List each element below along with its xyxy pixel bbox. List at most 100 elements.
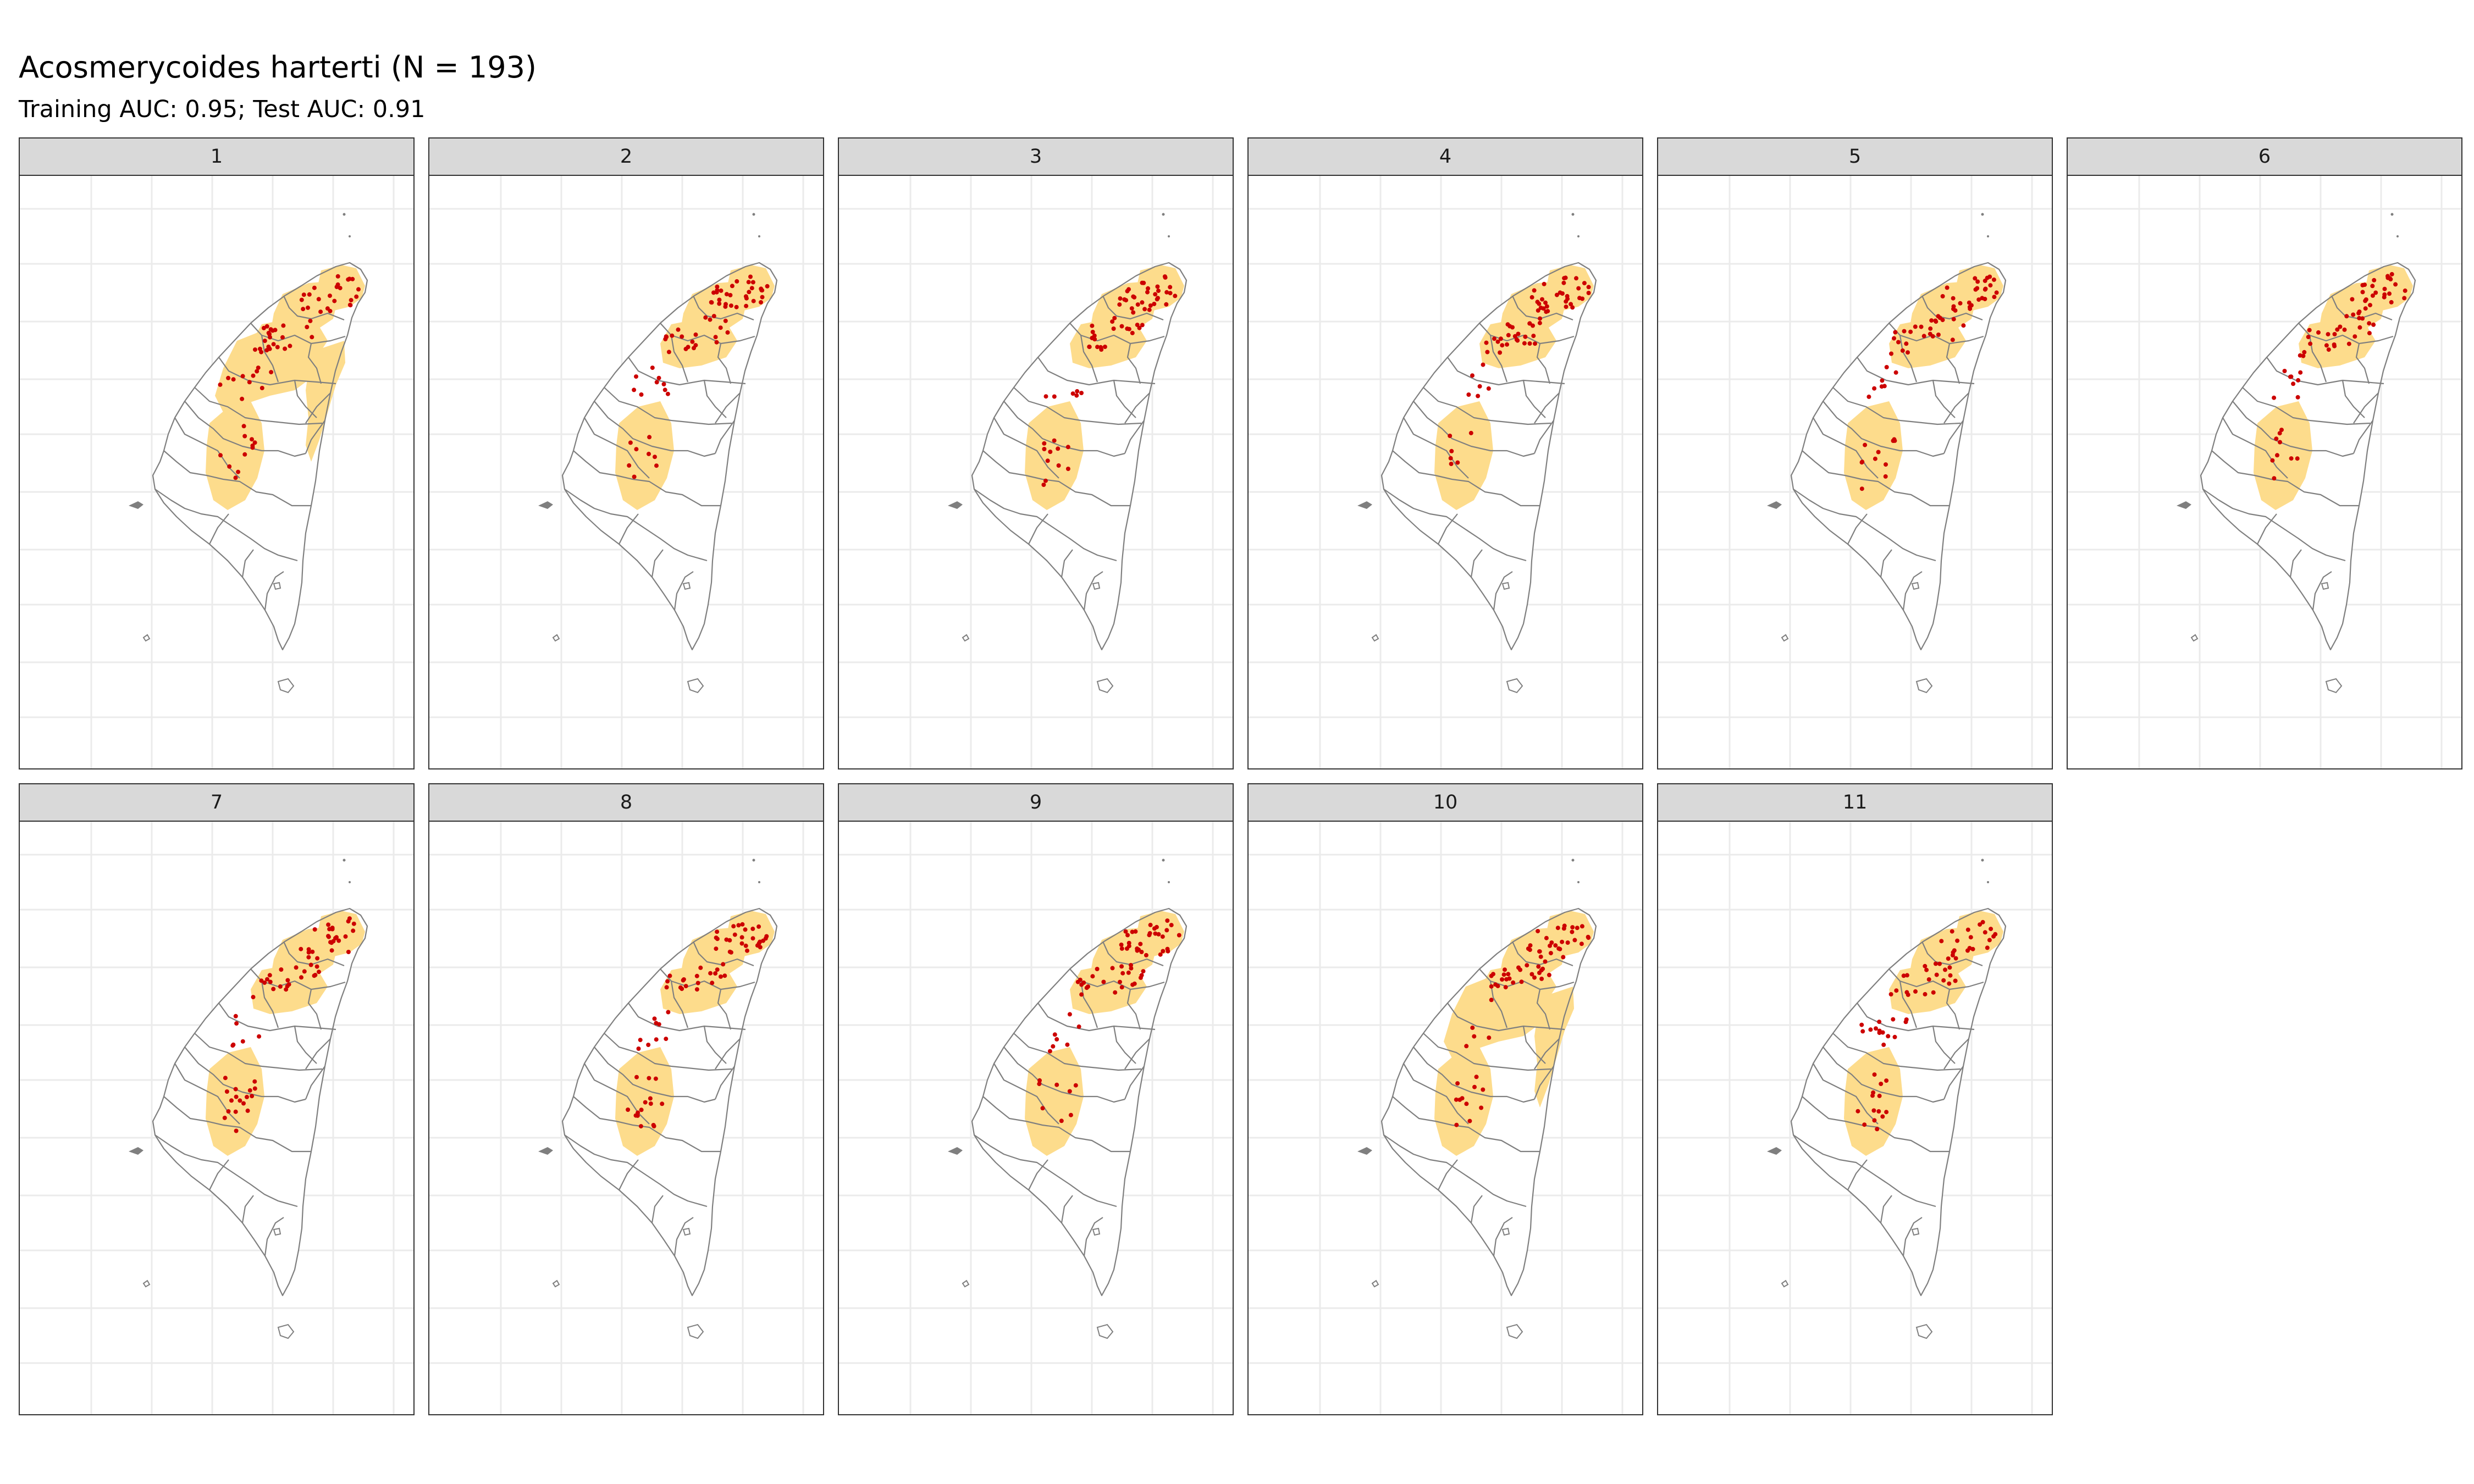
county-boundary — [1493, 571, 1513, 611]
presence-point — [271, 342, 276, 347]
county-boundary — [294, 1026, 317, 1064]
county-boundary — [2211, 450, 2359, 507]
presence-point — [1164, 290, 1169, 295]
presence-point — [224, 1089, 229, 1094]
county-boundary — [673, 1217, 694, 1256]
liuqiu-island — [2190, 634, 2199, 642]
facet-panel-10: 10 — [1247, 783, 1643, 1415]
county-boundary — [594, 401, 716, 457]
presence-point — [710, 981, 715, 985]
county-boundary — [1793, 489, 1936, 562]
suitable-habitat-central — [1434, 401, 1493, 510]
county-boundary — [305, 1066, 325, 1100]
presence-point — [308, 318, 313, 323]
presence-point — [2402, 296, 2407, 301]
presence-point — [2307, 328, 2312, 333]
presence-point — [1067, 1089, 1072, 1094]
county-boundaries — [1380, 907, 1597, 1297]
presence-point — [269, 370, 274, 375]
presence-point — [1961, 323, 1966, 328]
county-boundary — [1536, 343, 1551, 384]
suitable-habitat-northeast — [2366, 265, 2413, 311]
presence-point — [1454, 1122, 1459, 1127]
presence-point — [1495, 339, 1500, 344]
presence-point — [1931, 990, 1936, 995]
orchid-island — [1096, 678, 1114, 694]
presence-point — [325, 306, 330, 311]
presence-point — [667, 973, 672, 978]
county-boundary — [2202, 489, 2346, 562]
orchid-island — [1506, 1324, 1523, 1339]
county-boundary — [1403, 417, 1469, 479]
presence-point — [1548, 951, 1553, 956]
presence-point — [251, 995, 256, 1000]
facet-panel-1: 1 — [19, 137, 415, 769]
presence-point — [1856, 1109, 1860, 1114]
presence-point — [1067, 1012, 1072, 1017]
green-island — [682, 582, 691, 590]
county-boundary — [604, 1033, 732, 1071]
county-boundary — [618, 1159, 639, 1190]
presence-point — [1079, 391, 1084, 395]
presence-point — [285, 984, 290, 989]
county-boundary — [261, 335, 279, 383]
presence-point — [1893, 370, 1898, 375]
presence-point — [1880, 1030, 1885, 1035]
presence-point — [1879, 1082, 1884, 1086]
presence-point — [1160, 934, 1165, 939]
presence-point — [664, 1037, 669, 1042]
presence-point — [1468, 430, 1473, 435]
presence-point — [1991, 277, 1996, 282]
county-boundary — [174, 417, 240, 479]
presence-point — [1906, 350, 1910, 355]
presence-point — [1119, 985, 1124, 990]
presence-point — [653, 1076, 658, 1081]
county-boundary — [1447, 1003, 1565, 1032]
presence-point — [1880, 378, 1885, 383]
presence-point — [1982, 278, 1987, 283]
presence-point — [1048, 450, 1053, 454]
county-boundary — [1847, 1159, 1868, 1190]
presence-point — [1891, 439, 1896, 443]
presence-point — [746, 280, 751, 285]
presence-point — [1498, 350, 1503, 355]
county-boundary — [307, 343, 322, 384]
presence-point — [1052, 1032, 1057, 1037]
presence-point — [1484, 340, 1489, 345]
presence-point — [678, 985, 683, 990]
presence-point — [2306, 335, 2311, 340]
orchid-island — [1915, 678, 1933, 694]
orchid-island — [1096, 1324, 1114, 1339]
presence-point — [1481, 362, 1485, 367]
presence-point — [1537, 949, 1542, 954]
presence-point — [1983, 286, 1988, 291]
presence-points — [626, 922, 769, 1129]
presence-point — [2389, 272, 2394, 276]
presence-point — [1129, 966, 1134, 971]
presence-point — [253, 347, 257, 352]
presence-point — [1118, 296, 1123, 301]
presence-point — [1902, 329, 1907, 334]
presence-point — [1090, 974, 1095, 979]
presence-point — [1476, 394, 1481, 398]
presence-point — [312, 973, 317, 978]
mianhua-islet — [349, 881, 351, 883]
presence-point — [1561, 926, 1566, 931]
county-boundary — [2342, 380, 2365, 418]
county-boundary — [184, 1046, 306, 1103]
presence-point — [735, 279, 739, 284]
county-boundary — [1793, 1134, 1936, 1208]
presence-point — [723, 318, 728, 323]
presence-point — [226, 375, 231, 380]
county-boundary — [1080, 335, 1098, 383]
mianhua-islet — [1987, 235, 1989, 237]
county-boundary — [1124, 1038, 1150, 1070]
presence-point — [266, 330, 271, 335]
presence-point — [1936, 333, 1941, 337]
presence-point — [1950, 953, 1955, 957]
suitable-habitat-central — [206, 401, 264, 510]
county-boundary — [974, 489, 1117, 562]
pengjia-islet — [752, 213, 755, 216]
presence-point — [226, 1109, 231, 1114]
presence-point — [1978, 922, 1982, 927]
